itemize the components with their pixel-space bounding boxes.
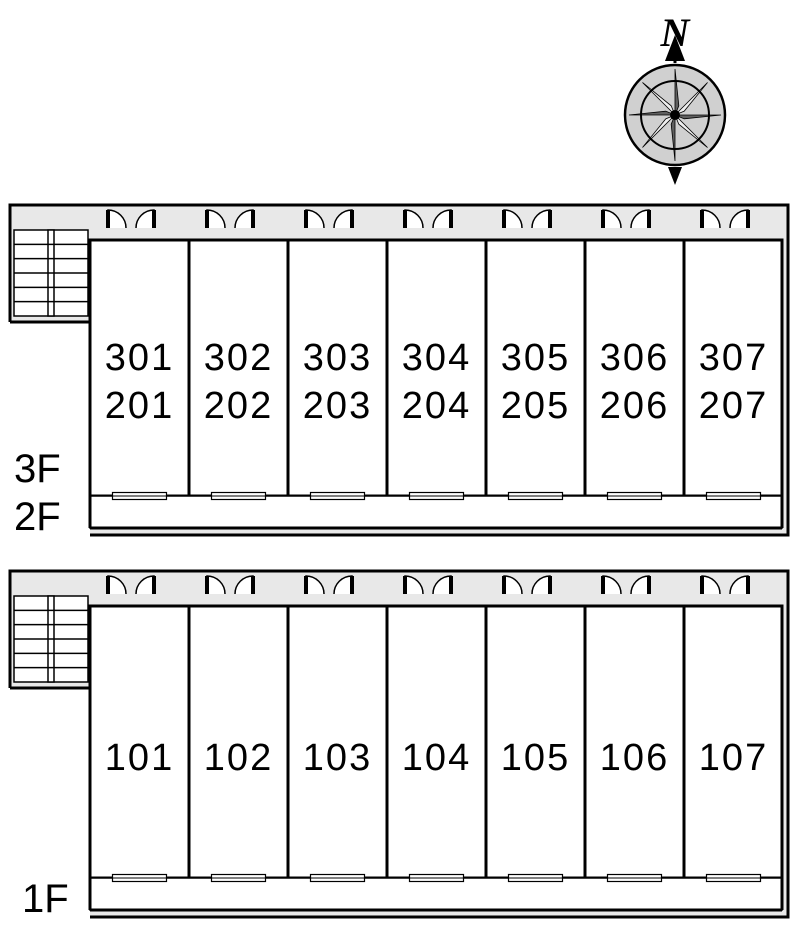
room-number: 204 bbox=[402, 385, 471, 427]
room-number: 306 bbox=[600, 337, 669, 379]
room-number: 305 bbox=[501, 337, 570, 379]
room-number: 102 bbox=[204, 737, 273, 779]
room-number: 207 bbox=[699, 385, 768, 427]
room-number: 203 bbox=[303, 385, 372, 427]
room-number: 106 bbox=[600, 737, 669, 779]
room-number: 301 bbox=[105, 337, 174, 379]
room-number: 302 bbox=[204, 337, 273, 379]
room-number: 303 bbox=[303, 337, 372, 379]
floor-label: 3F bbox=[14, 447, 61, 491]
room-number: 101 bbox=[105, 737, 174, 779]
room-number: 107 bbox=[699, 737, 768, 779]
room-number: 103 bbox=[303, 737, 372, 779]
room-number: 201 bbox=[105, 385, 174, 427]
compass-north-label: N bbox=[660, 10, 692, 55]
room-number: 307 bbox=[699, 337, 768, 379]
floor-label: 2F bbox=[14, 495, 61, 539]
room-number: 104 bbox=[402, 737, 471, 779]
room-number: 202 bbox=[204, 385, 273, 427]
floor-plan: N 301 201 302 202 303 203 304 204 305 205 306 206 307… bbox=[0, 0, 800, 942]
floor-label: 1F bbox=[22, 877, 69, 921]
room-number: 206 bbox=[600, 385, 669, 427]
compass-icon: N bbox=[625, 10, 725, 185]
room-number: 304 bbox=[402, 337, 471, 379]
room-number: 105 bbox=[501, 737, 570, 779]
room-number: 205 bbox=[501, 385, 570, 427]
building-block-upper: 301 201 302 202 303 203 304 204 305 205 306 206 307 2… bbox=[8, 205, 788, 539]
building-block-lower: 101 102 103 104 105 106 107 bbox=[8, 571, 788, 921]
